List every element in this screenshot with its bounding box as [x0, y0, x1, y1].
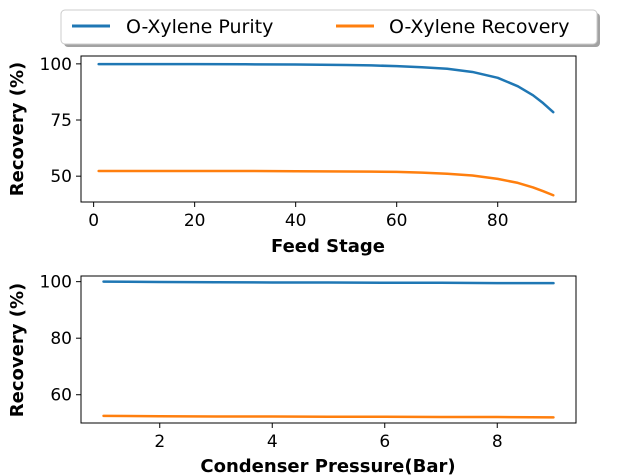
- y-tick-label: 60: [50, 386, 72, 406]
- x-tick-label: 40: [285, 211, 307, 231]
- y-tick-label: 100: [40, 273, 72, 293]
- y-tick-label: 100: [40, 55, 72, 75]
- x-tick-label: 4: [267, 432, 278, 452]
- x-tick-label: 2: [154, 432, 165, 452]
- plot-condenser-pressure-ticks: 2 4 6 8 60 80 100: [40, 273, 503, 452]
- legend: O-Xylene Purity O-Xylene Recovery: [60, 9, 600, 47]
- plot-condenser-pressure: 2 4 6 8 60 80 100 Condenser Pressure(Bar) Reco…: [7, 273, 577, 476]
- legend-frame: [60, 9, 598, 45]
- plot-condenser-pressure-lines: [102, 280, 555, 419]
- y-tick-label: 75: [50, 111, 72, 131]
- x-tick-label: 8: [492, 432, 503, 452]
- x-tick-label: 0: [88, 211, 99, 231]
- plot-feed-stage-ticks: 0 20 40 60 80 50 75 100: [40, 55, 509, 231]
- legend-label-purity: O-Xylene Purity: [126, 16, 273, 38]
- x-tick-label: 6: [379, 432, 390, 452]
- plot-condenser-pressure-ylabel: Recovery (%): [7, 283, 28, 417]
- x-tick-label: 60: [386, 211, 408, 231]
- plot-feed-stage-lines: [97, 62, 555, 197]
- x-tick-label: 80: [487, 211, 509, 231]
- series-line-o-xylene-recovery: [102, 414, 555, 419]
- plot-feed-stage: 0 20 40 60 80 50 75 100 Feed Stage Recovery (%): [7, 55, 577, 257]
- y-tick-label: 50: [50, 167, 72, 187]
- series-line-o-xylene-purity: [102, 280, 555, 285]
- plot-feed-stage-ylabel: Recovery (%): [7, 62, 28, 196]
- y-tick-label: 80: [50, 329, 72, 349]
- series-line-o-xylene-purity: [97, 62, 555, 114]
- x-tick-label: 20: [184, 211, 206, 231]
- plot-condenser-pressure-frame: [80, 275, 577, 424]
- legend-label-recovery: O-Xylene Recovery: [389, 16, 570, 38]
- plot-feed-stage-xlabel: Feed Stage: [271, 236, 385, 257]
- plot-feed-stage-frame: [80, 55, 577, 203]
- series-line-o-xylene-recovery: [97, 169, 555, 197]
- plot-condenser-pressure-xlabel: Condenser Pressure(Bar): [200, 456, 455, 476]
